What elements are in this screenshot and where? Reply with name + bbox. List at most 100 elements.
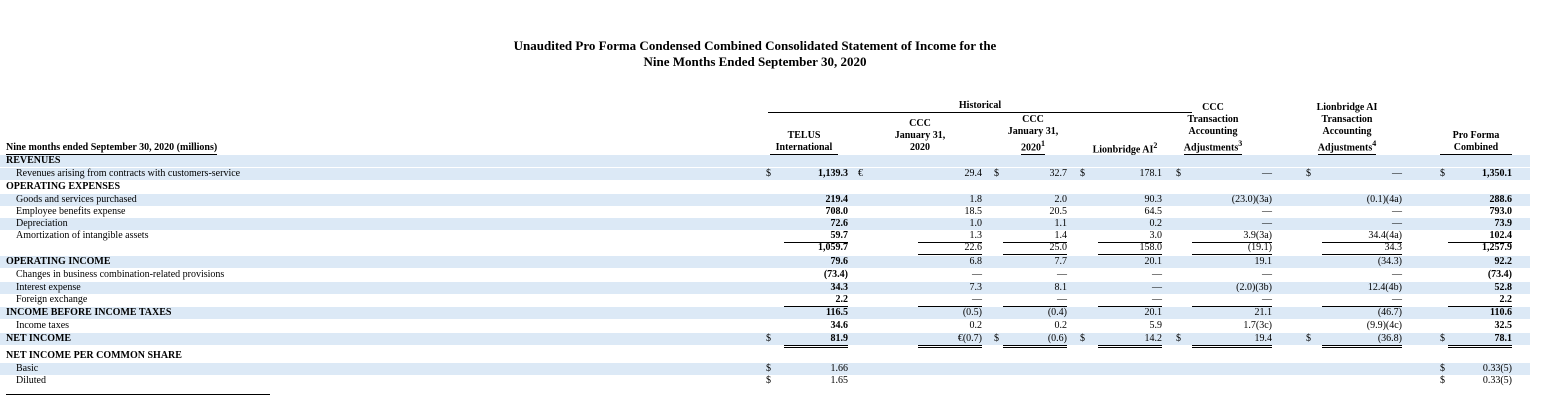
currency-symbol: $	[1440, 363, 1445, 374]
table-row: 1,059.7 22.6 25.0 158.0 (19.1) 34.3 1,257.9	[0, 242, 1530, 255]
currency-symbol: $	[1080, 333, 1085, 344]
cell-lionbridge: 20.1	[1144, 307, 1163, 318]
row-label: Goods and services purchased	[16, 194, 137, 205]
currency-symbol: €	[858, 168, 863, 179]
cell-lionbridge: 5.9	[1149, 320, 1163, 331]
table-row: Income taxes 34.6 0.2 0.2 5.9 1.7(3c) (9.9)(4c…	[0, 320, 1530, 332]
cell-ccc_adj: —	[1262, 168, 1272, 179]
cell-ccc_eur: 1.3	[918, 230, 982, 243]
cell-proforma: 793.0	[1489, 206, 1513, 217]
cell-lionbridge: —	[1098, 294, 1162, 307]
cell-telus: 34.6	[830, 320, 849, 331]
cell-lb_adj: 12.4(4b)	[1367, 282, 1402, 293]
table-row: REVENUES	[0, 155, 1530, 167]
cell-ccc_usd: 32.7	[1049, 168, 1068, 179]
currency-symbol: $	[1306, 168, 1311, 179]
cell-ccc_adj: —	[1192, 294, 1272, 307]
cell-lb_adj: 34.4(4a)	[1322, 230, 1402, 243]
currency-symbol: $	[766, 168, 771, 179]
col-header-ccc-adj: CCC Transaction Accounting Adjustments3	[1183, 102, 1243, 156]
cell-proforma: (73.4)	[1487, 269, 1512, 280]
table-row: NET INCOME PER COMMON SHARE	[0, 350, 1530, 362]
cell-ccc_adj: —	[1262, 269, 1272, 280]
col-header-ccc-usd: CCC January 31, 20201	[1007, 114, 1059, 156]
cell-proforma: 102.4	[1448, 230, 1512, 243]
row-label: Depreciation	[16, 218, 68, 229]
cell-ccc_usd: (0.6)	[1003, 333, 1067, 348]
cell-ccc_eur: 18.5	[964, 206, 983, 217]
cell-proforma: 92.2	[1494, 256, 1513, 267]
currency-symbol: $	[1440, 168, 1445, 179]
table-row: Goods and services purchased 219.4 1.8 2.0 9…	[0, 194, 1530, 206]
row-label: Interest expense	[16, 282, 81, 293]
period-label: Nine months ended September 30, 2020 (mi…	[6, 142, 218, 155]
cell-lb_adj: —	[1392, 206, 1402, 217]
col-header-proforma: Pro Forma Combined	[1440, 130, 1512, 155]
table-row: Interest expense 34.3 7.3 8.1 — (2.0)(3b) 12.4…	[0, 282, 1530, 294]
table-row: Diluted $1.65 $0.33(5)	[0, 375, 1530, 387]
row-label: INCOME BEFORE INCOME TAXES	[6, 307, 172, 318]
cell-lb_adj: —	[1322, 294, 1402, 307]
cell-ccc_eur: (0.5)	[962, 307, 982, 318]
table-row: Revenues arising from contracts with cus…	[0, 168, 1530, 180]
cell-ccc_adj: (23.0)(3a)	[1231, 194, 1272, 205]
cell-proforma: 2.2	[1448, 294, 1512, 307]
cell-ccc_usd: —	[1057, 269, 1067, 280]
cell-ccc_usd: —	[1003, 294, 1067, 307]
cell-proforma: 110.6	[1490, 307, 1512, 318]
cell-ccc_usd: 1.4	[1003, 230, 1067, 243]
cell-lionbridge: —	[1152, 269, 1162, 280]
cell-ccc_adj: —	[1262, 206, 1272, 217]
row-label: Revenues arising from contracts with cus…	[16, 168, 241, 179]
cell-telus: (73.4)	[823, 269, 848, 280]
cell-lb_adj: (36.8)	[1322, 333, 1402, 348]
table-row: OPERATING INCOME 79.6 6.8 7.7 20.1 19.1 (34.3)…	[0, 256, 1530, 268]
cell-telus: 72.6	[830, 218, 849, 229]
row-label: NET INCOME	[6, 333, 72, 344]
cell-ccc_adj: (2.0)(3b)	[1236, 282, 1272, 293]
col-header-ccc-eur: CCC January 31, 2020	[894, 118, 946, 153]
table-row: Basic $1.66 $0.33(5)	[0, 363, 1530, 375]
cell-lionbridge: 0.2	[1149, 218, 1163, 229]
currency-symbol: $	[766, 333, 771, 344]
cell-ccc_eur: 0.2	[969, 320, 983, 331]
table-row: Changes in business combination-related …	[0, 269, 1530, 281]
cell-proforma: 288.6	[1489, 194, 1513, 205]
row-label: Changes in business combination-related …	[16, 269, 225, 280]
row-label: Basic	[16, 363, 39, 374]
table-row: NET INCOME $81.9 €(0.7) $ (0.6) $14.2 $19.4 $ (3…	[0, 333, 1530, 348]
cell-telus: 1.66	[830, 363, 849, 374]
cell-lb_adj: (9.9)(4c)	[1366, 320, 1402, 331]
cell-ccc_adj: —	[1262, 218, 1272, 229]
cell-telus: 219.4	[825, 194, 849, 205]
cell-ccc_adj: 19.4	[1192, 333, 1272, 348]
cell-proforma: 0.33(5)	[1482, 363, 1512, 374]
table-row: OPERATING EXPENSES	[0, 181, 1530, 193]
cell-ccc_adj: 1.7(3c)	[1243, 320, 1272, 331]
cell-lb_adj: 34.3	[1322, 242, 1402, 255]
table-row: Foreign exchange 2.2 — — — — — 2.2	[0, 294, 1530, 307]
table-row: INCOME BEFORE INCOME TAXES 116.5 (0.5) (0.4…	[0, 307, 1530, 319]
cell-proforma: 78.1	[1448, 333, 1512, 348]
col-header-lionbridge-adj: Lionbridge AI Transaction Accounting Adj…	[1316, 102, 1378, 156]
cell-lb_adj: —	[1392, 269, 1402, 280]
cell-ccc_usd: 7.7	[1054, 256, 1068, 267]
cell-lionbridge: 90.3	[1144, 194, 1163, 205]
cell-telus: 2.2	[784, 294, 848, 307]
currency-symbol: $	[994, 333, 999, 344]
currency-symbol: $	[1176, 168, 1181, 179]
cell-lionbridge: 158.0	[1098, 242, 1162, 255]
row-label: Diluted	[16, 375, 46, 386]
currency-symbol: $	[1440, 375, 1445, 386]
cell-proforma: 1,350.1	[1482, 168, 1512, 179]
cell-lionbridge: 64.5	[1144, 206, 1163, 217]
cell-proforma: 73.9	[1494, 218, 1513, 229]
cell-telus: 1.65	[830, 375, 849, 386]
table-row: Amortization of intangible assets 59.7 1.3…	[0, 230, 1530, 243]
row-label: Foreign exchange	[16, 294, 88, 305]
row-label: OPERATING EXPENSES	[6, 181, 121, 192]
cell-ccc_usd: 0.2	[1054, 320, 1068, 331]
cell-ccc_eur: —	[918, 294, 982, 307]
historical-header: Historical	[768, 100, 1192, 113]
cell-lb_adj: (34.3)	[1377, 256, 1402, 267]
